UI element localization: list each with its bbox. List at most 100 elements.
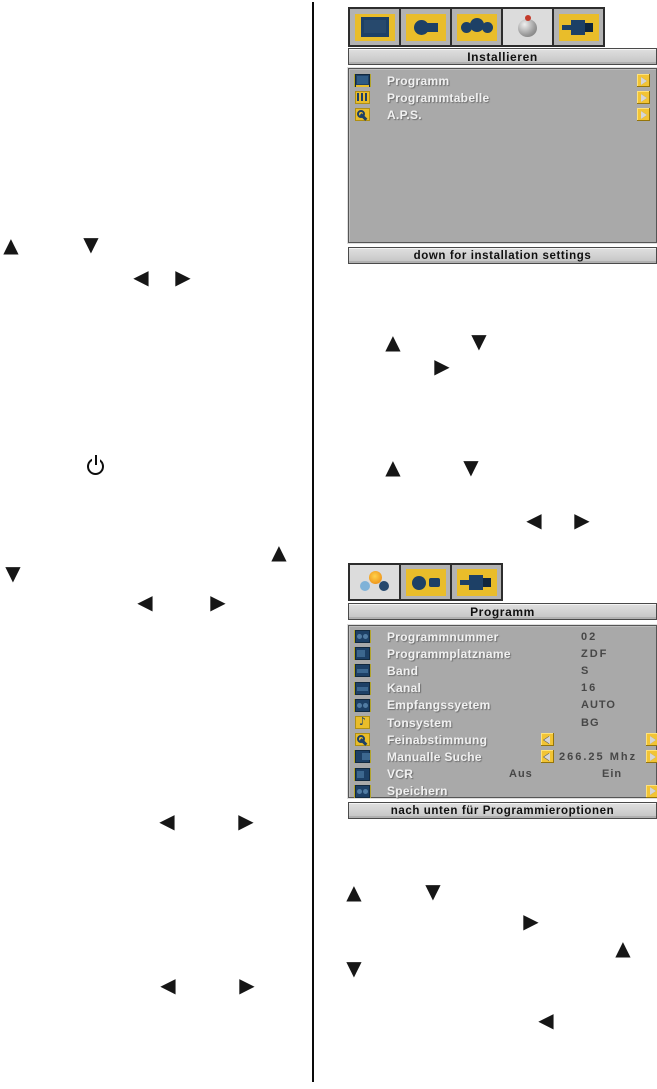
- menu-item-manuelle-suche[interactable]: Manualle Suche 266.25 Mhz: [349, 748, 657, 765]
- menu-item-band[interactable]: Band S: [349, 662, 656, 679]
- av-icon: [405, 568, 446, 596]
- menu-item-speichern[interactable]: Speichern: [349, 783, 657, 800]
- down-arrow-icon: ▼: [5, 561, 21, 585]
- programmtabelle-icon: [355, 91, 370, 105]
- programm-menu-title: Programm: [470, 604, 535, 619]
- band-icon: [355, 664, 370, 678]
- programm-icon: [355, 74, 370, 88]
- programm-menu-footer-bar: nach unten für Programmieroptionen: [348, 802, 657, 819]
- install-menu-footer-text: down for installation settings: [413, 249, 592, 262]
- menu-item-value: 16: [581, 682, 598, 695]
- programm-menu-footer-text: nach unten für Programmieroptionen: [390, 804, 615, 817]
- tab-picture[interactable]: [348, 7, 401, 47]
- install-menu-title: Installieren: [467, 49, 538, 64]
- tab-install-selected[interactable]: [501, 7, 554, 47]
- tab-source[interactable]: [552, 7, 605, 47]
- programm-menu-body: Programmnummer 02 Programmplatzname ZDF …: [348, 625, 657, 798]
- aps-wrench-icon: [355, 108, 370, 122]
- right-chevron-icon[interactable]: [637, 91, 650, 105]
- menu-item-value: BG: [581, 716, 600, 729]
- menu-item-vcr[interactable]: VCR Aus Ein: [349, 766, 656, 783]
- up-arrow-icon: ▲: [385, 330, 401, 354]
- right-chevron-icon[interactable]: [637, 108, 650, 122]
- vcr-icon: [355, 767, 370, 781]
- right-arrow-icon: ▶: [574, 508, 590, 532]
- programmnummer-icon: [355, 630, 370, 644]
- install-menu-body: Programm Programmtabelle A.P.S.: [348, 68, 657, 243]
- menu-item-programmnummer[interactable]: Programmnummer 02: [349, 628, 656, 645]
- right-arrow-icon: ▶: [175, 265, 191, 289]
- feature-bulb-icon: [355, 569, 395, 596]
- empfangssystem-icon: [355, 698, 370, 712]
- menu-item-value: S: [581, 664, 591, 677]
- menu-item-empfangssystem[interactable]: Empfangssyetem AUTO: [349, 697, 656, 714]
- power-icon: [87, 455, 104, 475]
- tab-feature[interactable]: [450, 7, 503, 47]
- programm-menu: Programm Programmnummer 02 Programmplatz…: [348, 563, 657, 819]
- menu-item-label: Kanal: [387, 681, 422, 696]
- install-menu-footer-bar: down for installation settings: [348, 247, 657, 264]
- tab-sound[interactable]: [399, 7, 452, 47]
- sound-icon: [456, 13, 497, 41]
- right-arrow-icon: ▶: [238, 809, 254, 833]
- right-chevron-icon[interactable]: [646, 733, 657, 747]
- programm-menu-tabs: [348, 563, 503, 601]
- menu-item-aps[interactable]: A.P.S.: [349, 106, 656, 123]
- right-chevron-icon[interactable]: [646, 750, 657, 764]
- menu-item-label: Tonsystem: [387, 715, 453, 730]
- menu-item-programm[interactable]: Programm: [349, 72, 656, 89]
- down-arrow-icon: ▼: [463, 455, 479, 479]
- left-arrow-icon: ◀: [159, 809, 175, 833]
- menu-item-programmtabelle[interactable]: Programmtabelle: [349, 89, 656, 106]
- speaker-icon: [405, 13, 446, 41]
- install-menu: Installieren Programm Programmtabelle A.…: [348, 7, 657, 265]
- programm-menu-title-bar: Programm: [348, 603, 657, 620]
- up-arrow-icon: ▲: [346, 880, 362, 904]
- menu-item-programmplatzname[interactable]: Programmplatzname ZDF: [349, 645, 656, 662]
- left-arrow-icon: ◀: [137, 590, 153, 614]
- speichern-icon: [355, 784, 370, 798]
- menu-item-label: Speichern: [387, 784, 448, 799]
- programmplatzname-icon: [355, 647, 370, 661]
- up-arrow-icon: ▲: [385, 455, 401, 479]
- menu-item-label: Empfangssyetem: [387, 698, 491, 713]
- menu-item-feinabstimmung[interactable]: Feinabstimmung: [349, 731, 657, 748]
- vcr-option-off[interactable]: Aus: [509, 768, 533, 781]
- tab-feature-selected[interactable]: [348, 563, 401, 601]
- left-chevron-icon[interactable]: [541, 750, 554, 764]
- right-arrow-icon: ▶: [523, 909, 539, 933]
- kanal-icon: [355, 681, 370, 695]
- menu-item-label: Programm: [387, 73, 450, 88]
- right-arrow-icon: ▶: [210, 590, 226, 614]
- menu-item-value: AUTO: [581, 699, 616, 712]
- feinabstimmung-wrench-icon: [355, 733, 370, 747]
- vcr-option-on[interactable]: Ein: [602, 768, 623, 781]
- install-icon: [508, 14, 548, 41]
- menu-item-tonsystem[interactable]: ♪ Tonsystem BG: [349, 714, 656, 731]
- right-chevron-icon[interactable]: [646, 784, 657, 798]
- menu-item-label: Programmplatzname: [387, 646, 511, 661]
- column-divider: [312, 2, 314, 1082]
- menu-item-label: VCR: [387, 767, 414, 782]
- menu-item-label: A.P.S.: [387, 107, 422, 122]
- left-arrow-icon: ◀: [160, 973, 176, 997]
- menu-item-value: ZDF: [581, 647, 609, 660]
- install-menu-title-bar: Installieren: [348, 48, 657, 65]
- left-arrow-icon: ◀: [526, 508, 542, 532]
- right-chevron-icon[interactable]: [637, 74, 650, 87]
- menu-item-label: Feinabstimmung: [387, 732, 488, 747]
- source-plug-icon: [558, 13, 599, 41]
- down-arrow-icon: ▼: [471, 329, 487, 353]
- left-chevron-icon[interactable]: [541, 733, 554, 747]
- menu-item-value: 02: [581, 630, 598, 643]
- tab-av[interactable]: [399, 563, 452, 601]
- tab-source[interactable]: [450, 563, 503, 601]
- manuelle-suche-icon: [355, 750, 370, 764]
- right-arrow-icon: ▶: [434, 354, 450, 378]
- source-plug-icon: [456, 568, 497, 596]
- menu-item-label: Manualle Suche: [387, 749, 482, 764]
- menu-item-label: Programmtabelle: [387, 90, 490, 105]
- up-arrow-icon: ▲: [615, 936, 631, 960]
- menu-item-kanal[interactable]: Kanal 16: [349, 680, 656, 697]
